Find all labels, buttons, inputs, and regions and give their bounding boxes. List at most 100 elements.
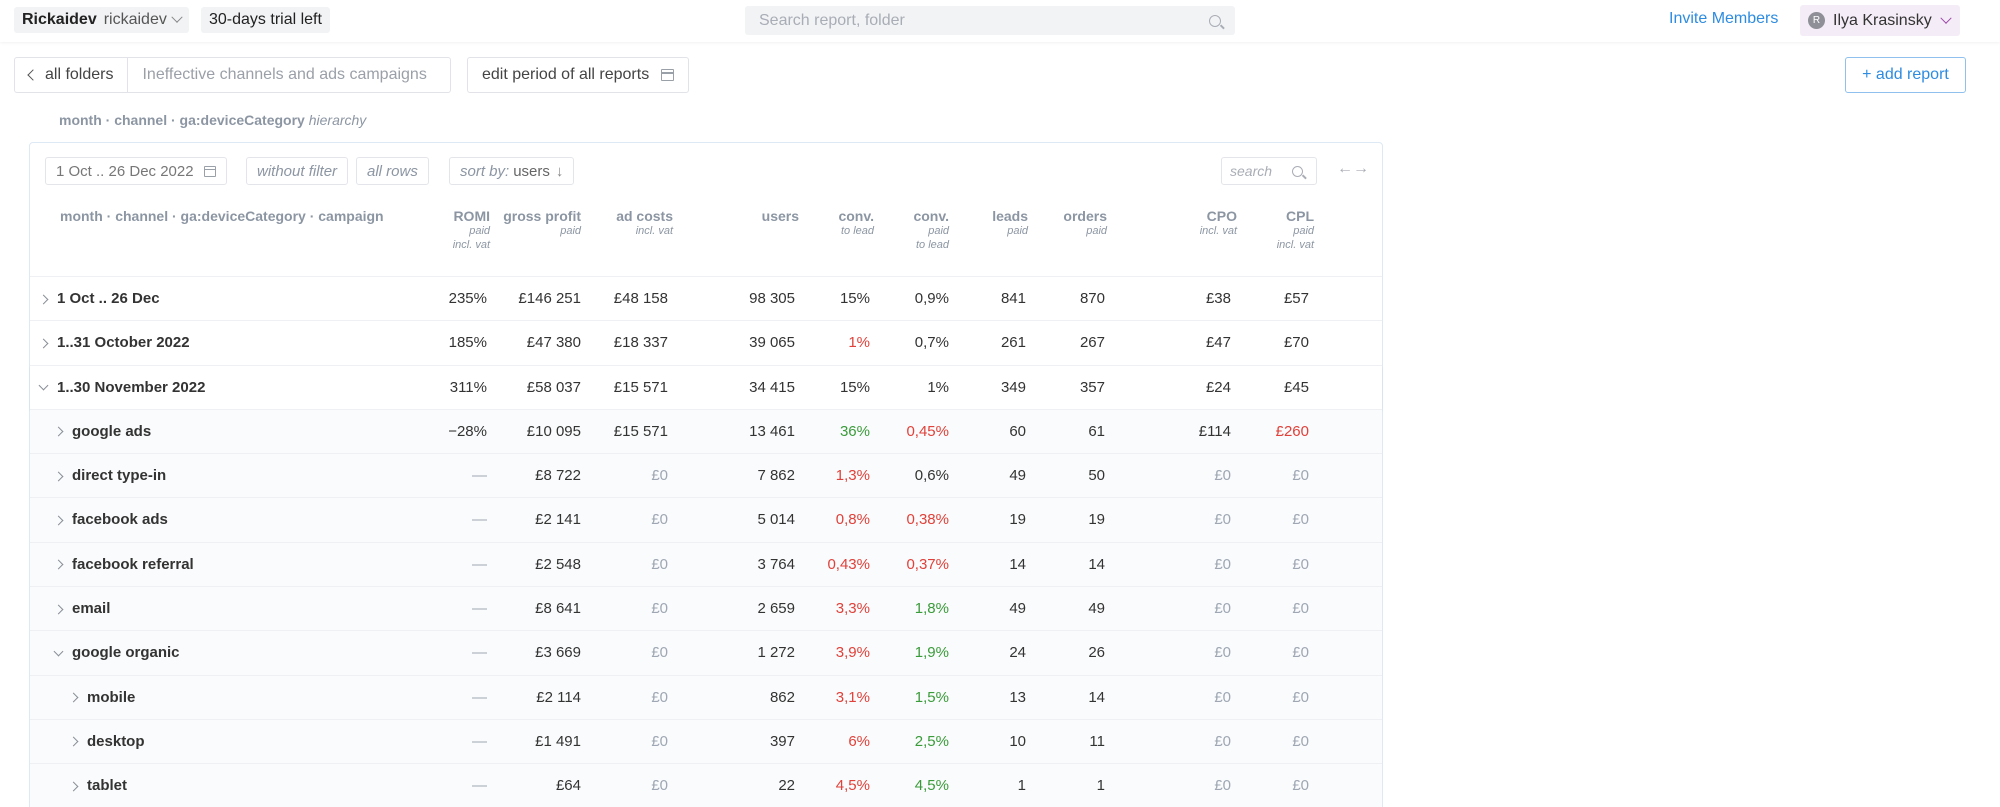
table-row[interactable]: mobile — £2 114 £0 862 3,1% 1,5% 13 14 £0 £0 <box>30 674 1382 720</box>
cell-conv2: 1,9% <box>914 644 949 662</box>
global-search[interactable] <box>745 6 1235 35</box>
chevron-right-icon[interactable] <box>53 471 64 482</box>
column-subtitle: to lead <box>840 225 874 237</box>
chevron-right-icon[interactable] <box>68 737 79 747</box>
cell-orders: 50 <box>1088 467 1105 485</box>
table-row[interactable]: 1 Oct .. 26 Dec 235% £146 251 £48 158 98 305… <box>30 276 1382 320</box>
cell-users: 1 272 <box>757 644 795 662</box>
cell-users: 39 065 <box>749 334 795 352</box>
sort-button[interactable]: sort by: users ↓ <box>449 157 575 185</box>
column-header[interactable]: orders paid <box>1063 208 1107 238</box>
all-folders-label: all folders <box>45 66 114 83</box>
top-bar: Rickaidev rickaidev 30-days trial left I… <box>0 0 2000 42</box>
cell-cpo: £0 <box>1214 777 1231 795</box>
table-row[interactable]: google organic — £3 669 £0 1 272 3,9% 1,9% 24 26… <box>30 630 1382 675</box>
report-search[interactable] <box>1221 157 1317 185</box>
expand-width-icon[interactable]: ←→ <box>1337 160 1369 177</box>
row-label[interactable]: desktop <box>68 720 145 764</box>
column-header[interactable]: conv. to lead <box>838 208 874 238</box>
cell-romi: — <box>472 555 487 573</box>
cell-orders: 49 <box>1088 600 1105 618</box>
chevron-down-icon[interactable] <box>38 380 49 391</box>
row-label[interactable]: email <box>53 587 110 631</box>
chevron-right-icon[interactable] <box>68 781 79 792</box>
table-row[interactable]: direct type-in — £8 722 £0 7 862 1,3% 0,6% 49 50… <box>30 453 1382 498</box>
chevron-right-icon[interactable] <box>53 604 64 615</box>
cell-users: 34 415 <box>749 378 795 396</box>
cell-romi: — <box>472 467 487 485</box>
chevron-right-icon[interactable] <box>53 515 64 526</box>
workspace-switcher[interactable]: Rickaidev rickaidev <box>14 7 189 33</box>
table-row[interactable]: 1..30 November 2022 311% £58 037 £15 571 34 … <box>30 364 1382 410</box>
table-row[interactable]: 1..31 October 2022 185% £47 380 £18 337 39 0… <box>30 320 1382 364</box>
chevron-right-icon[interactable] <box>68 692 79 703</box>
report-name-field[interactable]: Ineffective channels and ads campaigns <box>142 66 427 83</box>
global-search-input[interactable] <box>759 11 1209 30</box>
chevron-right-icon[interactable] <box>38 294 49 304</box>
chevron-right-icon[interactable] <box>38 338 49 349</box>
trial-badge[interactable]: 30-days trial left <box>201 7 330 33</box>
cell-conv1: 4,5% <box>835 777 870 795</box>
row-label[interactable]: 1..30 November 2022 <box>38 366 205 410</box>
cell-cpl: £0 <box>1292 555 1309 573</box>
row-label[interactable]: 1 Oct .. 26 Dec <box>38 277 160 321</box>
column-header[interactable]: ROMI paid incl. vat <box>453 208 490 252</box>
table-row[interactable]: facebook ads — £2 141 £0 5 014 0,8% 0,38% 19 19 £… <box>30 497 1382 542</box>
column-header[interactable]: ad costs incl. vat <box>616 208 673 238</box>
edit-period-button[interactable]: edit period of all reports <box>467 57 690 93</box>
row-label-text: mobile <box>87 688 136 706</box>
column-header[interactable]: users <box>762 208 799 224</box>
invite-members-link[interactable]: Invite Members <box>1669 10 1779 27</box>
cell-ad: £0 <box>651 688 668 706</box>
column-subtitle: to lead <box>915 239 949 251</box>
cell-orders: 267 <box>1079 334 1105 352</box>
hierarchy-suffix: hierarchy <box>308 112 367 128</box>
column-title: gross profit <box>503 208 581 224</box>
cell-romi: 235% <box>448 290 487 307</box>
cell-romi: — <box>472 732 487 750</box>
chevron-right-icon[interactable] <box>53 426 64 437</box>
row-label[interactable]: google ads <box>53 410 151 454</box>
row-label-text: facebook referral <box>72 555 194 573</box>
column-header[interactable]: CPO incl. vat <box>1200 208 1237 238</box>
search-icon[interactable] <box>1292 165 1303 177</box>
row-label[interactable]: direct type-in <box>53 454 166 498</box>
cell-romi: — <box>472 688 487 706</box>
row-label[interactable]: facebook ads <box>53 498 168 542</box>
cell-conv1: 1% <box>848 334 870 352</box>
cell-conv1: 3,9% <box>835 644 870 662</box>
column-header[interactable]: leads paid <box>992 208 1028 238</box>
date-range-button[interactable]: 1 Oct .. 26 Dec 2022 <box>45 157 227 185</box>
cell-romi: −28% <box>448 422 487 440</box>
table-row[interactable]: desktop — £1 491 £0 397 6% 2,5% 10 11 £0 £0 <box>30 718 1382 764</box>
chevron-right-icon[interactable] <box>53 559 64 570</box>
row-label[interactable]: mobile <box>68 676 136 720</box>
table-row[interactable]: email — £8 641 £0 2 659 3,3% 1,8% 49 49 £0 £0 <box>30 586 1382 631</box>
table-row[interactable]: google ads −28% £10 095 £15 571 13 461 36% 0,4… <box>30 408 1382 454</box>
row-label-text: 1..31 October 2022 <box>57 334 190 352</box>
cell-cpo: £47 <box>1205 334 1231 352</box>
row-label[interactable]: tablet <box>68 764 127 807</box>
all-folders-button[interactable]: all folders <box>15 58 129 92</box>
table-row[interactable]: facebook referral — £2 548 £0 3 764 0,43% 0,37… <box>30 541 1382 587</box>
add-report-button[interactable]: + add report <box>1845 57 1966 93</box>
row-label[interactable]: 1..31 October 2022 <box>38 321 190 365</box>
cell-conv2: 1,8% <box>914 600 949 618</box>
report-search-input[interactable] <box>1230 163 1292 179</box>
column-header[interactable]: month · channel · ga:deviceCategory · ca… <box>60 208 384 224</box>
chevron-down-icon[interactable] <box>53 646 64 657</box>
row-label[interactable]: google organic <box>53 631 180 675</box>
cell-orders: 11 <box>1089 732 1105 750</box>
table-row[interactable]: tablet — £64 £0 22 4,5% 4,5% 1 1 £0 £0 <box>30 763 1382 807</box>
cell-romi: — <box>472 644 487 662</box>
cell-users: 397 <box>769 732 795 750</box>
search-icon[interactable] <box>1209 14 1221 27</box>
filter-button[interactable]: without filter <box>246 157 349 185</box>
row-label-text: facebook ads <box>72 511 168 529</box>
column-header[interactable]: gross profit paid <box>503 208 581 238</box>
column-header[interactable]: CPL paid incl. vat <box>1277 208 1314 252</box>
rows-button[interactable]: all rows <box>356 157 429 185</box>
column-header[interactable]: conv. paid to lead <box>913 208 949 252</box>
user-menu[interactable]: R Ilya Krasinsky <box>1800 5 1960 36</box>
row-label[interactable]: facebook referral <box>53 543 194 587</box>
